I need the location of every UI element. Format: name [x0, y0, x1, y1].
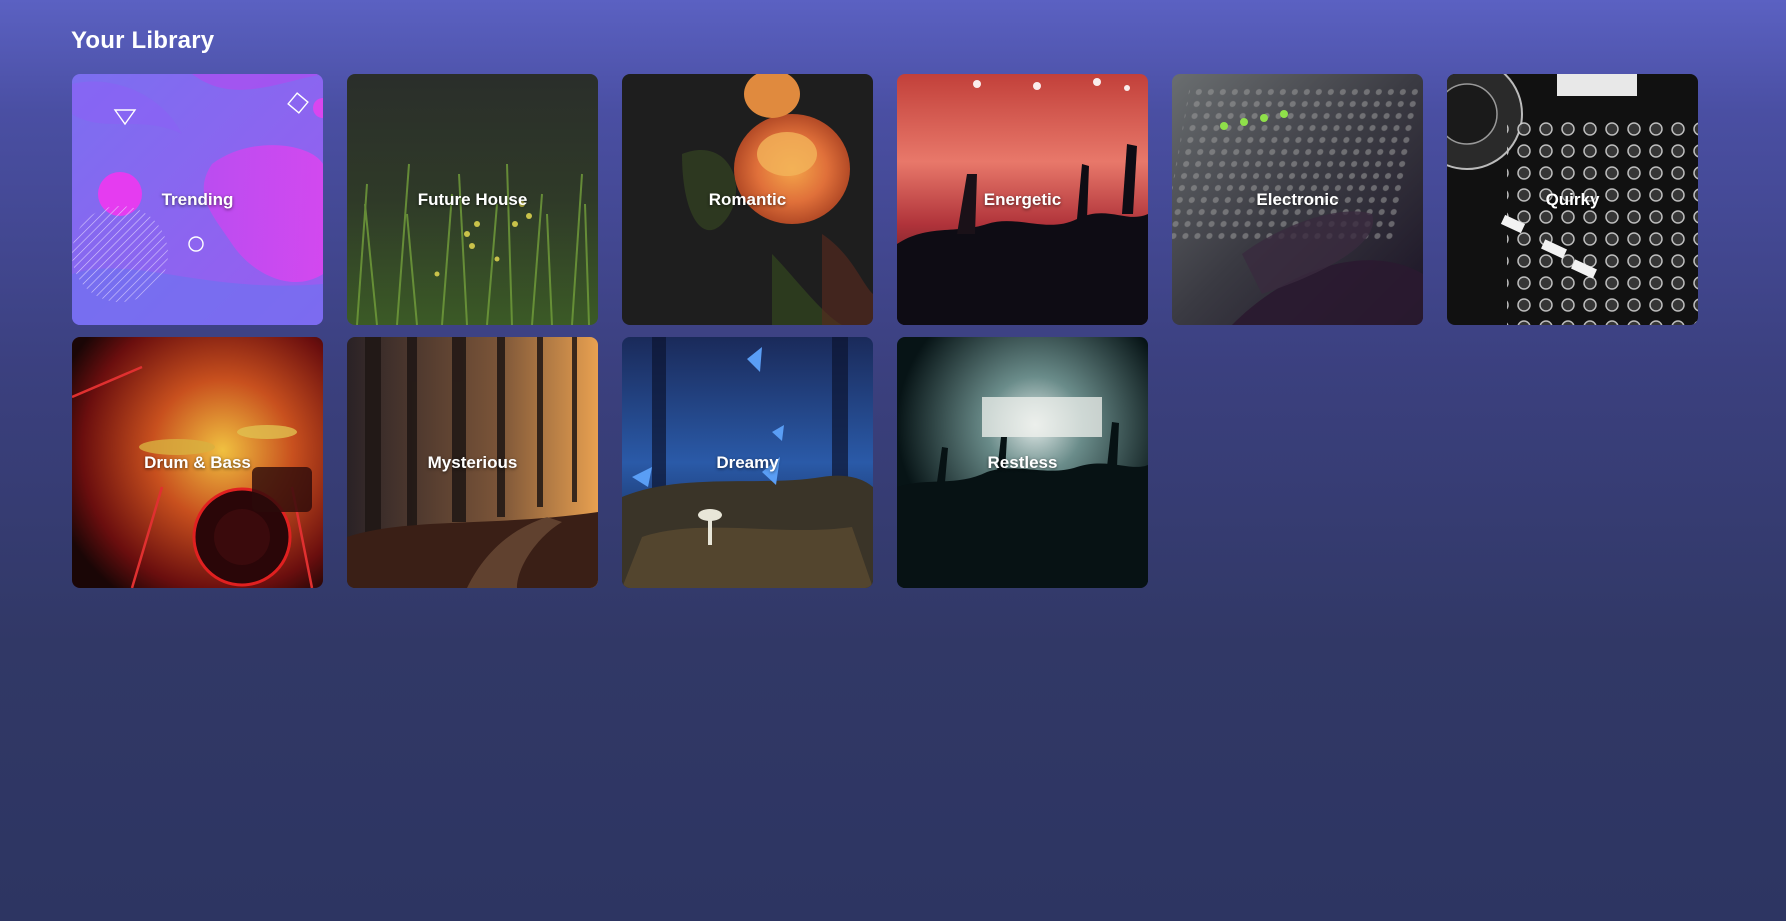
tile-label: Electronic [1256, 189, 1339, 209]
tile-drum-and-bass[interactable]: Drum & Bass [72, 337, 323, 588]
dj-controller-artwork [1447, 74, 1698, 325]
tile-label: Quirky [1545, 189, 1600, 209]
tile-label: Dreamy [716, 452, 779, 472]
tile-romantic[interactable]: Romantic [622, 74, 873, 325]
tile-label: Energetic [983, 189, 1062, 209]
rose-artwork [622, 74, 873, 325]
grass-artwork [347, 74, 598, 325]
tile-label: Mysterious [427, 452, 518, 472]
tile-quirky[interactable]: Quirky [1447, 74, 1698, 325]
tile-future-house[interactable]: Future House [347, 74, 598, 325]
mixer-artwork [1172, 74, 1423, 325]
tile-mysterious[interactable]: Mysterious [347, 337, 598, 588]
concert-artwork [897, 74, 1148, 325]
trending-artwork [72, 74, 323, 325]
drum-kit-artwork [72, 337, 323, 588]
tile-label: Trending [161, 189, 234, 209]
tile-restless[interactable]: Restless [897, 337, 1148, 588]
butterflies-artwork [622, 337, 873, 588]
tile-energetic[interactable]: Energetic [897, 74, 1148, 325]
tile-electronic[interactable]: Electronic [1172, 74, 1423, 325]
crowd-artwork [897, 337, 1148, 588]
tile-dreamy[interactable]: Dreamy [622, 337, 873, 588]
tile-label: Restless [987, 452, 1058, 472]
forest-artwork [347, 337, 598, 588]
tile-label: Romantic [708, 189, 787, 209]
tile-trending[interactable]: Trending [72, 74, 323, 325]
library-grid: Trending [72, 74, 1698, 588]
tile-label: Drum & Bass [144, 452, 251, 472]
tile-label: Future House [417, 189, 528, 209]
page-title: Your Library [71, 27, 215, 54]
